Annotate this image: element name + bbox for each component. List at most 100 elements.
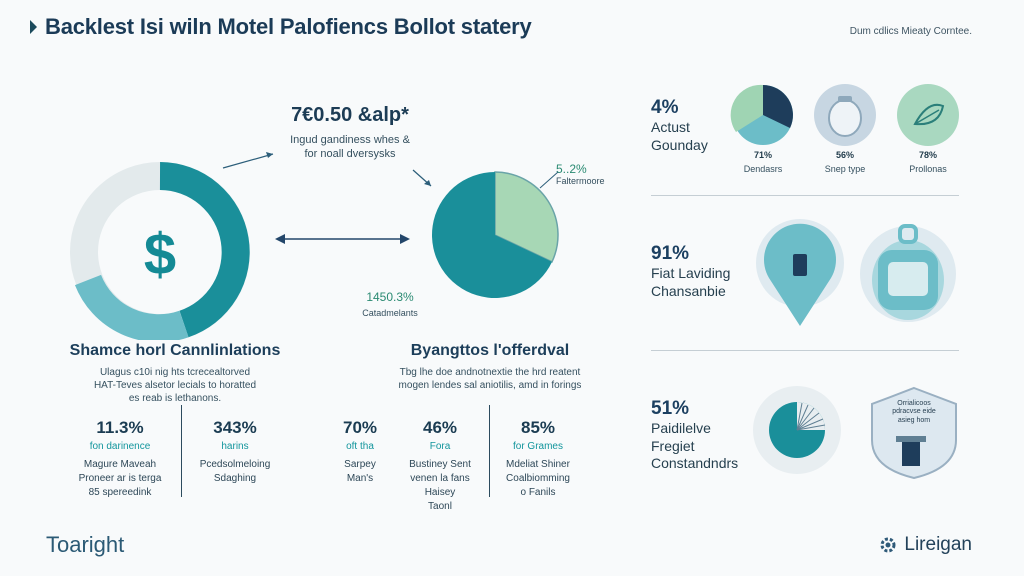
left-stat-1-desc: Magure Maveah Proneer ar is terga 85 spe… bbox=[70, 458, 170, 500]
desc-line: Man's bbox=[346, 473, 374, 484]
icon-3-pct: 78% bbox=[918, 150, 937, 160]
pie-label-text: Faltermoore bbox=[556, 176, 605, 186]
header-note: Dum cdlics Mieaty Corntee. bbox=[849, 26, 972, 37]
left-stat-1-label: fon darinence bbox=[89, 441, 151, 452]
left-section-desc-3: es reab is lethanons. bbox=[128, 393, 222, 404]
right-row3-stat: 51% Paidilelve Fregiet Constandndrs bbox=[651, 398, 738, 473]
middle-section-desc-1: Tbg lhe doe andnotnextie the hrd reatent bbox=[399, 367, 581, 378]
pie-bottom-text: Catadmelants bbox=[362, 308, 418, 318]
icon-1-caption: 71% Dendasrs bbox=[730, 150, 796, 176]
mid-stat-1: 70% oft tha Sarpey Man's bbox=[320, 418, 400, 486]
pie-bottom-label: 1450.3% Catadmelants bbox=[350, 290, 430, 320]
mid-stat-1-label: oft tha bbox=[346, 441, 374, 452]
right-row3-value: 51% bbox=[651, 398, 690, 419]
label-line: Fiat Laviding bbox=[651, 265, 731, 281]
divider bbox=[651, 350, 959, 351]
desc-line: Magure Maveah bbox=[83, 459, 157, 470]
pie-slice-1 bbox=[432, 172, 553, 298]
middle-section-title: Byangttos l'offerdval bbox=[410, 342, 570, 359]
left-section: Shamce horl Cannlinlations Ulagus c10i n… bbox=[60, 342, 290, 405]
mid-stat-2-desc: Bustiney Sent venen la fans Haisey Taonl bbox=[395, 458, 485, 514]
right-row1-label: Actust Gounday bbox=[651, 119, 708, 154]
right-row2-value: 91% bbox=[651, 243, 690, 264]
icon-1-label: Dendasrs bbox=[743, 164, 783, 174]
middle-section-desc-2: mogen lendes sal aniotilis, amd in forin… bbox=[398, 380, 582, 391]
callout-text-2: for noall dversysks bbox=[304, 148, 396, 161]
badge-line: Orrialicoos bbox=[897, 400, 931, 407]
icon-3-label: Prollonas bbox=[909, 164, 947, 174]
left-stat-1-value: 11.3% bbox=[96, 418, 144, 437]
badge-line: asieg hom bbox=[897, 416, 931, 424]
pie-label-leader bbox=[539, 171, 559, 189]
divider bbox=[651, 195, 959, 196]
left-stat-2-desc: Pcedsolmeloing Sdaghing bbox=[185, 458, 285, 486]
footer-logo-right: Lireigan bbox=[878, 534, 972, 556]
pie-bottom-value: 1450.3% bbox=[366, 290, 414, 304]
footer-logo-left: Toaright bbox=[46, 532, 125, 557]
left-stat-1: 11.3% fon darinence Magure Maveah Pronee… bbox=[70, 418, 170, 500]
left-section-title: Shamce horl Cannlinlations bbox=[69, 342, 281, 359]
divider bbox=[489, 405, 490, 497]
right-row1-value: 4% bbox=[651, 97, 679, 118]
shield-badge-icon bbox=[871, 386, 957, 480]
page-title: Backlest Isi wiln Motel Palofiencs Bollo… bbox=[45, 14, 532, 39]
pie-label-value: 5..2% bbox=[556, 162, 587, 176]
pie-slice-2 bbox=[494, 171, 559, 263]
mid-stat-1-desc: Sarpey Man's bbox=[320, 458, 400, 486]
left-stat-2-label: harins bbox=[221, 441, 249, 452]
badge-line: pdracvse eide bbox=[892, 408, 936, 416]
mid-stat-3-desc: Mdeliat Shiner Coalbiomming o Fanils bbox=[492, 458, 584, 500]
label-line: Gounday bbox=[651, 136, 708, 153]
desc-line: Pcedsolmeloing bbox=[199, 459, 271, 470]
right-row2-label: Fiat Laviding Chansanbie bbox=[651, 265, 730, 300]
header: Backlest Isi wiln Motel Palofiencs Bollo… bbox=[30, 14, 532, 40]
mid-stat-2: 46% Fora Bustiney Sent venen la fans Hai… bbox=[395, 418, 485, 514]
icon-1-pct: 71% bbox=[753, 150, 772, 160]
icon-2-label: Snep type bbox=[824, 164, 866, 174]
dollar-ring-chart: $ bbox=[70, 162, 250, 340]
label-line: Fregiet bbox=[651, 437, 695, 454]
mid-stat-2-label: Fora bbox=[429, 441, 451, 452]
desc-line: venen la fans bbox=[410, 473, 470, 484]
leaf-icon bbox=[897, 84, 959, 146]
mid-stat-1-value: 70% bbox=[342, 418, 378, 437]
mid-stat-3-label: for Grames bbox=[512, 441, 563, 452]
left-stat-2-value: 343% bbox=[213, 418, 257, 437]
ring-segment-secondary bbox=[74, 274, 189, 340]
divider bbox=[181, 405, 182, 497]
pie-chart bbox=[432, 171, 559, 298]
desc-line: o Fanils bbox=[520, 487, 556, 498]
right-row3-label: Paidilelve Fregiet Constandndrs bbox=[651, 420, 738, 473]
desc-line: Haisey bbox=[424, 487, 456, 498]
location-pin-icon bbox=[756, 219, 844, 326]
right-row1-stat: 4% Actust Gounday bbox=[651, 97, 708, 154]
connector-arrows bbox=[222, 152, 432, 244]
icon-3-caption: 78% Prollonas bbox=[895, 150, 961, 176]
fan-chart-icon bbox=[753, 386, 841, 474]
right-row2-stat: 91% Fiat Laviding Chansanbie bbox=[651, 243, 730, 300]
mid-stat-2-value: 46% bbox=[422, 418, 458, 437]
desc-line: Proneer ar is terga bbox=[78, 473, 162, 484]
mid-stat-3: 85% for Grames Mdeliat Shiner Coalbiommi… bbox=[492, 418, 584, 500]
label-line: Actust bbox=[651, 119, 690, 135]
desc-line: Sarpey bbox=[344, 459, 376, 470]
label-line: Chansanbie bbox=[651, 282, 726, 299]
footer-logo-right-text: Lireigan bbox=[904, 534, 972, 555]
mid-stat-3-value: 85% bbox=[520, 418, 556, 437]
ring-segment-primary bbox=[159, 162, 250, 338]
gear-icon bbox=[880, 537, 896, 553]
callout-text-1: Ingud gandiness whes & bbox=[290, 134, 410, 146]
mini-pie-icon bbox=[730, 84, 793, 145]
label-line: Paidilelve bbox=[651, 420, 711, 436]
middle-section: Byangttos l'offerdval Tbg lhe doe andnot… bbox=[380, 342, 600, 392]
icon-2-caption: 56% Snep type bbox=[812, 150, 878, 176]
desc-line: 85 spereedink bbox=[88, 487, 152, 498]
icon-2-pct: 56% bbox=[835, 150, 854, 160]
left-section-desc-1: Ulagus c10i nig hts tcrecealtorved bbox=[99, 367, 251, 378]
chevron-right-icon bbox=[30, 20, 37, 34]
badge-text: Orrialicoos pdracvse eide asieg hom bbox=[874, 400, 954, 425]
desc-line: Mdeliat Shiner bbox=[506, 459, 570, 470]
dollar-icon: $ bbox=[144, 222, 176, 287]
label-line: Constandndrs bbox=[651, 455, 739, 471]
lid-icon bbox=[814, 84, 876, 146]
